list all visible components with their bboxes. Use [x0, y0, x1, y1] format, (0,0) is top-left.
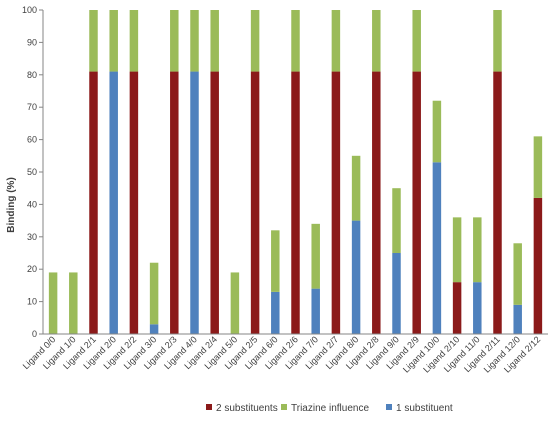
bar-segment-triazine-influence	[311, 223, 320, 289]
bar-segment-triazine-influence	[48, 272, 58, 334]
y-tick-label: 40	[27, 199, 37, 209]
bar-segment-triazine-influence	[473, 217, 482, 283]
bar-segment-1-substituent	[311, 288, 320, 334]
bar-segment-1-substituent	[271, 291, 280, 334]
bar-segment-1-substituent	[432, 162, 442, 334]
bar-segment-2-substituents	[170, 71, 179, 334]
bar-segment-triazine-influence	[432, 100, 442, 163]
bar-segment-triazine-influence	[291, 10, 300, 72]
bar-segment-1-substituent	[392, 253, 401, 334]
bar-segment-2-substituents	[331, 71, 341, 334]
legend: 2 substituents Triazine influence 1 substi…	[206, 403, 453, 414]
bar-segment-triazine-influence	[452, 217, 462, 283]
bar-segment-1-substituent	[190, 71, 199, 334]
y-tick-label: 90	[27, 37, 37, 47]
bar-segment-triazine-influence	[149, 262, 159, 325]
bar-segment-2-substituents	[493, 71, 502, 334]
legend-label: 2 substituents	[216, 403, 278, 414]
bar-segment-2-substituents	[129, 71, 139, 334]
bar-segment-1-substituent	[513, 304, 522, 334]
bar-segment-triazine-influence	[331, 10, 341, 72]
bar-segment-2-substituents	[210, 71, 219, 334]
bar-segment-2-substituents	[412, 71, 421, 334]
bar-segment-triazine-influence	[69, 272, 78, 334]
bar-segment-2-substituents	[372, 71, 381, 334]
legend-label: Triazine influence	[291, 403, 369, 414]
legend-label: 1 substituent	[396, 403, 453, 414]
bar-segment-2-substituents	[533, 197, 543, 334]
bar-segment-triazine-influence	[89, 10, 98, 72]
y-tick-labels: 0 10 20 30 40 50 60 70 80 90 100	[22, 5, 37, 339]
legend-swatch	[281, 404, 287, 410]
bar-segment-triazine-influence	[271, 230, 280, 292]
y-tick-label: 70	[27, 102, 37, 112]
y-tick-label: 20	[27, 264, 37, 274]
y-tick-label: 100	[22, 5, 37, 15]
bar-segment-triazine-influence	[493, 10, 502, 72]
bar-segment-1-substituent	[149, 324, 159, 334]
y-tick-label: 60	[27, 135, 37, 145]
bar-segment-triazine-influence	[230, 272, 240, 334]
bar-segment-2-substituents	[250, 71, 260, 334]
bar-segment-triazine-influence	[412, 10, 421, 72]
axes-layer	[39, 9, 548, 335]
bar-segment-1-substituent	[109, 71, 118, 334]
y-tick-label: 10	[27, 297, 37, 307]
legend-swatch	[386, 404, 392, 410]
bar-segment-triazine-influence	[392, 188, 401, 253]
bar-segment-1-substituent	[351, 220, 361, 334]
bar-segment-triazine-influence	[109, 10, 118, 72]
y-axis-title: Binding (%)	[6, 177, 17, 233]
legend-swatch	[206, 404, 212, 410]
y-axis-title-group: Binding (%)	[6, 177, 17, 233]
bar-segment-2-substituents	[452, 282, 462, 334]
bar-segment-2-substituents	[89, 71, 98, 334]
y-tick-label: 30	[27, 232, 37, 242]
y-tick-label: 50	[27, 167, 37, 177]
bar-segment-1-substituent	[473, 282, 482, 334]
bar-segment-triazine-influence	[170, 10, 179, 72]
bar-segment-triazine-influence	[513, 243, 522, 305]
bar-segment-triazine-influence	[250, 10, 260, 72]
y-tick-label: 80	[27, 70, 37, 80]
bar-segment-triazine-influence	[372, 10, 381, 72]
bar-segment-triazine-influence	[129, 10, 139, 72]
bar-segment-triazine-influence	[190, 10, 199, 72]
bar-segment-triazine-influence	[210, 10, 219, 72]
bar-segment-triazine-influence	[351, 155, 361, 221]
bars-layer	[48, 10, 543, 334]
bar-segment-triazine-influence	[533, 136, 543, 198]
y-tick-label: 0	[32, 329, 37, 339]
bar-segment-2-substituents	[291, 71, 300, 334]
